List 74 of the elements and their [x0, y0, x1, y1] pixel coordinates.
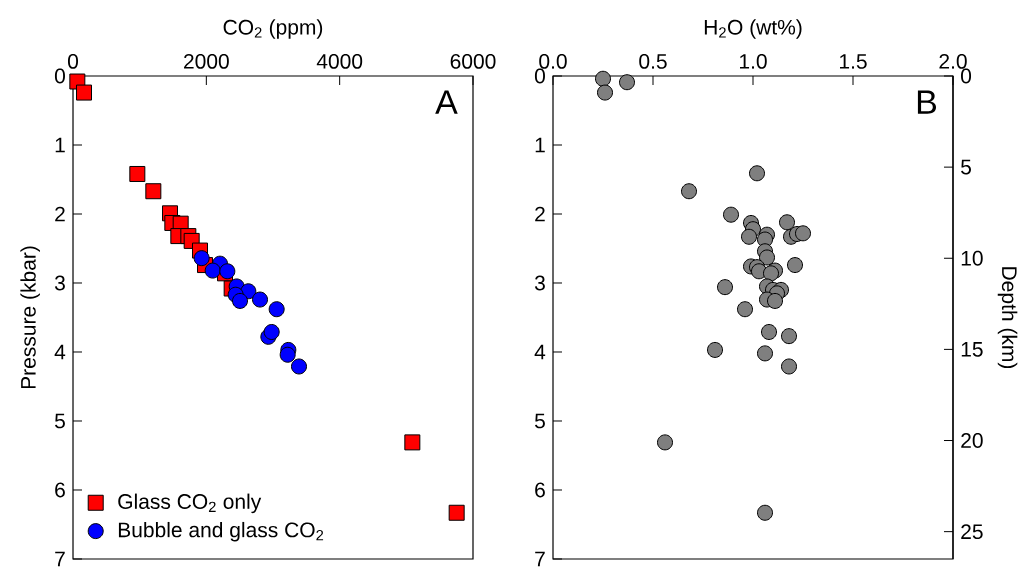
point — [749, 165, 765, 182]
point — [767, 292, 783, 309]
y-tick-label: 4 — [54, 344, 66, 360]
y-tick-label: 7 — [55, 551, 65, 567]
point — [717, 279, 733, 296]
point — [597, 84, 613, 101]
x-tick-label: 0.0 — [539, 53, 567, 69]
point — [291, 358, 307, 375]
point — [707, 341, 723, 358]
point — [781, 328, 797, 345]
x-tick-label: 6000 — [450, 53, 496, 69]
point — [657, 434, 673, 451]
annotation: B — [917, 90, 937, 114]
y-tick-label: 0 — [534, 68, 545, 84]
point — [263, 323, 280, 340]
point — [763, 265, 779, 282]
point — [781, 358, 797, 375]
y2-tick-label: 0 — [961, 68, 972, 84]
y-tick-label: 6 — [55, 482, 65, 498]
point — [252, 291, 268, 308]
x-tick-label: 2.0 — [939, 53, 967, 69]
point — [787, 257, 803, 274]
point — [129, 165, 146, 182]
y-tick-label: 4 — [534, 344, 546, 360]
point — [759, 249, 775, 266]
y-tick-label: 1 — [535, 137, 545, 153]
y-axis-title: Pressure (kbar) — [20, 246, 40, 389]
y2-tick-label: 5 — [961, 159, 971, 175]
point — [741, 228, 757, 245]
point — [795, 225, 811, 242]
point — [737, 301, 753, 318]
x-tick-label: 1.5 — [840, 54, 867, 69]
y2-tick-label: 15 — [961, 342, 983, 357]
point — [204, 262, 221, 279]
point — [448, 504, 465, 521]
y-tick-label: 5 — [54, 413, 65, 429]
x-tick-label: 0 — [67, 53, 79, 69]
point — [268, 301, 285, 318]
point — [681, 183, 697, 200]
y2-tick-label: 20 — [961, 433, 983, 448]
x-axis-title: H$_{2}$O (wt%) — [704, 19, 802, 39]
point — [779, 214, 795, 231]
y-tick-label: 6 — [535, 482, 545, 498]
y-tick-label: 2 — [535, 206, 545, 222]
point — [761, 323, 777, 340]
y-tick-label: 5 — [534, 413, 545, 429]
y-tick-label: 2 — [55, 206, 65, 222]
point — [145, 183, 162, 200]
point — [757, 345, 773, 362]
legend-label: Glass CO$_{2}$ only — [118, 493, 262, 514]
x-tick-label: 1.0 — [740, 53, 767, 69]
y2-tick-label: 10 — [961, 250, 983, 266]
point — [595, 70, 611, 87]
y-tick-label: 7 — [535, 551, 545, 567]
point — [757, 504, 773, 521]
point — [279, 346, 296, 363]
y2-tick-label: 25 — [961, 524, 983, 540]
annotation: A — [435, 90, 458, 114]
legend-label: Bubble and glass CO$_{2}$ — [118, 521, 324, 542]
y-tick-label: 3 — [534, 275, 545, 291]
point — [723, 206, 739, 223]
y-tick-label: 0 — [54, 68, 65, 84]
x-tick-label: 0.5 — [639, 53, 667, 69]
point — [619, 74, 635, 91]
y2-axis-title: Depth (km) — [997, 267, 1018, 369]
y-tick-label: 1 — [55, 137, 65, 153]
x-tick-label: 4000 — [316, 53, 363, 69]
point — [232, 292, 248, 309]
point — [193, 250, 210, 267]
point — [76, 84, 93, 101]
x-axis-title: CO$_{2}$ (ppm) — [223, 19, 323, 39]
x-tick-label: 2000 — [184, 53, 229, 69]
y-tick-label: 3 — [54, 275, 65, 291]
point — [404, 434, 421, 451]
